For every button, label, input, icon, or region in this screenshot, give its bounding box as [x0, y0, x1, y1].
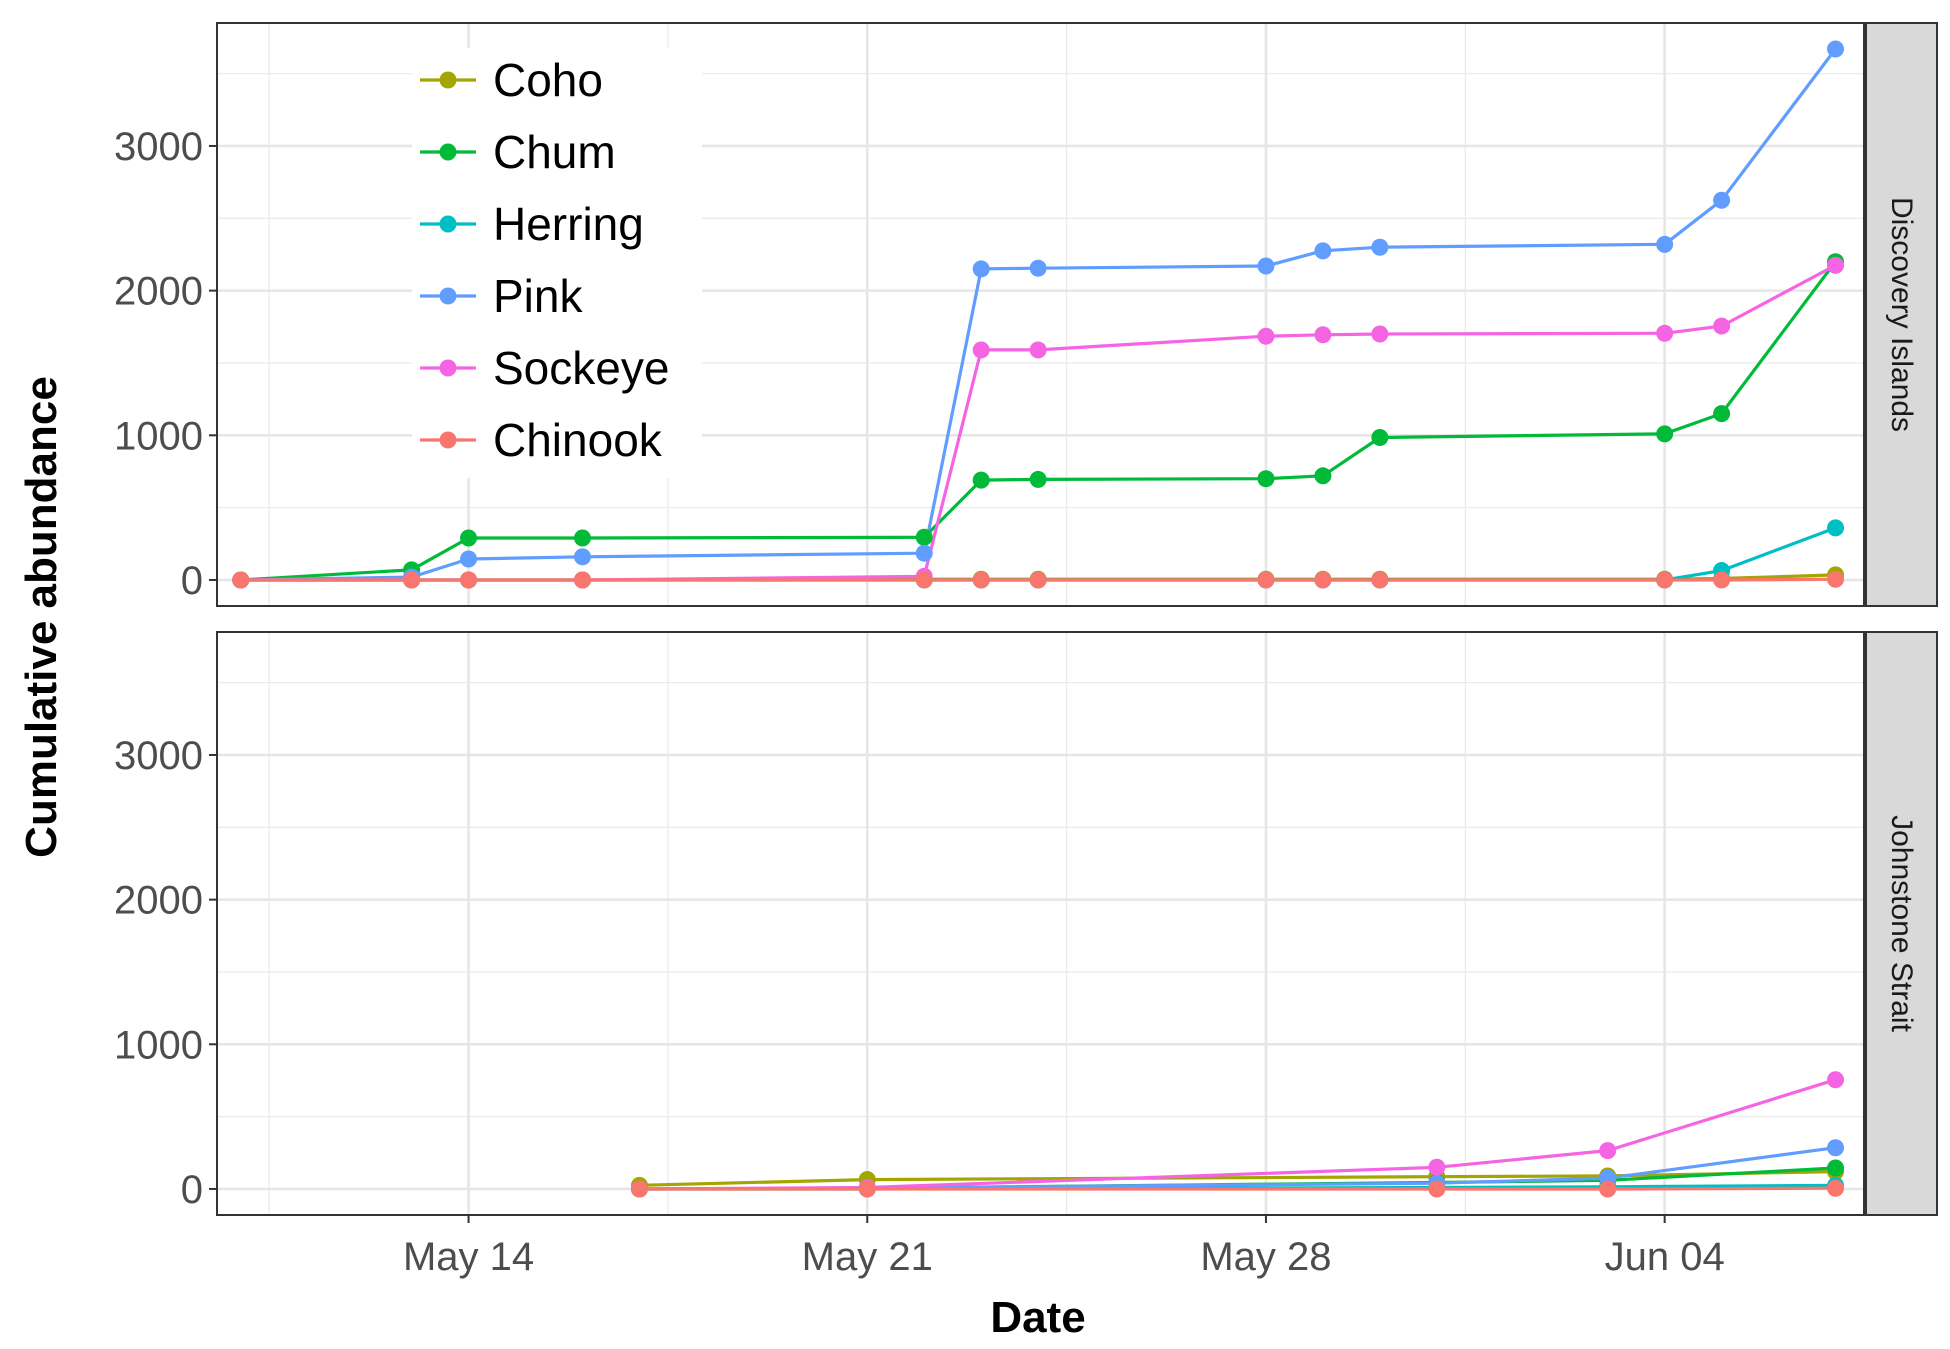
data-point-pink — [1029, 259, 1047, 277]
data-point-chinook — [1428, 1180, 1446, 1198]
legend-key-point — [439, 143, 457, 161]
legend-key-point — [439, 215, 457, 233]
legend-background — [412, 48, 702, 478]
y-tick-label: 2000 — [114, 879, 203, 923]
data-point-chum — [1656, 425, 1674, 443]
data-point-pink — [1827, 1139, 1845, 1157]
legend-item-chum: Chum — [420, 126, 616, 178]
x-tick-label: Jun 04 — [1605, 1235, 1725, 1279]
data-point-chinook — [915, 571, 933, 589]
data-point-chinook — [573, 571, 591, 589]
data-point-chum — [573, 529, 591, 547]
legend-item-chinook: Chinook — [420, 414, 663, 466]
x-tick-label: May 21 — [802, 1235, 933, 1279]
data-point-chinook — [403, 571, 421, 589]
legend-label: Pink — [493, 270, 583, 322]
panels: 0 1000 2000 3000 Discovery Islands 0 1000 2000 3… — [114, 22, 1938, 1279]
y-tick-label: 2000 — [114, 270, 203, 314]
legend-label: Coho — [493, 54, 603, 106]
data-point-chum — [915, 528, 933, 546]
data-point-chinook — [1656, 571, 1674, 589]
data-point-pink — [1827, 40, 1845, 58]
legend-key-point — [439, 431, 457, 449]
data-point-chinook — [630, 1180, 648, 1198]
data-point-chinook — [232, 571, 250, 589]
facet-strip-label: Johnstone Strait — [1885, 815, 1918, 1032]
data-point-chinook — [1371, 571, 1389, 589]
data-point-chinook — [1827, 1179, 1845, 1197]
data-point-sockeye — [1827, 1071, 1845, 1089]
data-point-chinook — [1599, 1180, 1617, 1198]
data-point-sockeye — [1428, 1158, 1446, 1176]
legend-label: Chinook — [493, 414, 663, 466]
legend-item-herring: Herring — [420, 198, 644, 250]
data-point-sockeye — [1029, 341, 1047, 359]
y-tick-label: 3000 — [114, 734, 203, 778]
panel-1: 0 1000 2000 3000 Discovery Islands — [114, 22, 1938, 607]
data-point-chum — [972, 471, 990, 489]
data-point-sockeye — [1371, 325, 1389, 343]
x-tick-label: May 28 — [1200, 1235, 1331, 1279]
legend-label: Sockeye — [493, 342, 669, 394]
data-point-sockeye — [1827, 256, 1845, 274]
legend-label: Herring — [493, 198, 644, 250]
data-point-sockeye — [1257, 327, 1275, 345]
panel-border — [216, 22, 1865, 607]
x-tick-label: May 14 — [403, 1235, 534, 1279]
facet-strip-label: Discovery Islands — [1885, 197, 1918, 432]
data-point-pink — [972, 260, 990, 278]
data-point-chum — [1029, 470, 1047, 488]
data-point-pink — [1713, 191, 1731, 209]
data-point-chinook — [1029, 571, 1047, 589]
data-point-chinook — [1314, 571, 1332, 589]
data-point-sockeye — [972, 341, 990, 359]
data-point-chinook — [1257, 571, 1275, 589]
data-point-chinook — [972, 571, 990, 589]
data-point-pink — [1371, 238, 1389, 256]
x-axis-title: Date — [990, 1293, 1085, 1342]
data-point-sockeye — [1656, 324, 1674, 342]
legend-label: Chum — [493, 126, 616, 178]
y-axis-title: Cumulative abundance — [17, 376, 66, 858]
panel-background — [217, 632, 1864, 1215]
y-tick-label: 3000 — [114, 125, 203, 169]
y-tick-label: 1000 — [114, 414, 203, 458]
data-point-pink — [1257, 257, 1275, 275]
series-line-chinook — [639, 1186, 1836, 1191]
y-tick-label: 1000 — [114, 1023, 203, 1067]
panel-border — [216, 631, 1865, 1216]
data-point-chinook — [460, 571, 478, 589]
y-tick-label: 0 — [181, 559, 203, 603]
data-point-chum — [1257, 470, 1275, 488]
legend: Coho Chum Herring Pink Sockeye Chinook — [412, 48, 702, 478]
facet-strip — [1865, 631, 1938, 1216]
data-point-pink — [915, 544, 933, 562]
facet-strip — [1865, 22, 1938, 607]
legend-item-coho: Coho — [420, 54, 603, 106]
data-point-pink — [460, 550, 478, 568]
data-point-pink — [573, 548, 591, 566]
data-point-chinook — [1827, 570, 1845, 588]
data-point-sockeye — [1314, 326, 1332, 344]
data-point-chum — [1713, 405, 1731, 423]
data-point-sockeye — [1713, 317, 1731, 335]
data-point-chum — [1314, 467, 1332, 485]
legend-key-point — [439, 287, 457, 305]
panel-2: 0 1000 2000 3000 Johnstone Strait May 14 May 2… — [114, 631, 1938, 1279]
data-point-chum — [460, 529, 478, 547]
y-tick-label: 0 — [181, 1168, 203, 1212]
data-point-pink — [1656, 235, 1674, 253]
legend-key-point — [439, 359, 457, 377]
data-point-herring — [1827, 519, 1845, 537]
data-point-sockeye — [1599, 1142, 1617, 1160]
data-point-pink — [1314, 242, 1332, 260]
legend-key-point — [439, 71, 457, 89]
data-point-chinook — [858, 1180, 876, 1198]
legend-item-pink: Pink — [420, 270, 583, 322]
data-point-chum — [1827, 1159, 1845, 1177]
data-point-chum — [1371, 428, 1389, 446]
data-point-chinook — [1713, 571, 1731, 589]
legend-item-sockeye: Sockeye — [420, 342, 669, 394]
